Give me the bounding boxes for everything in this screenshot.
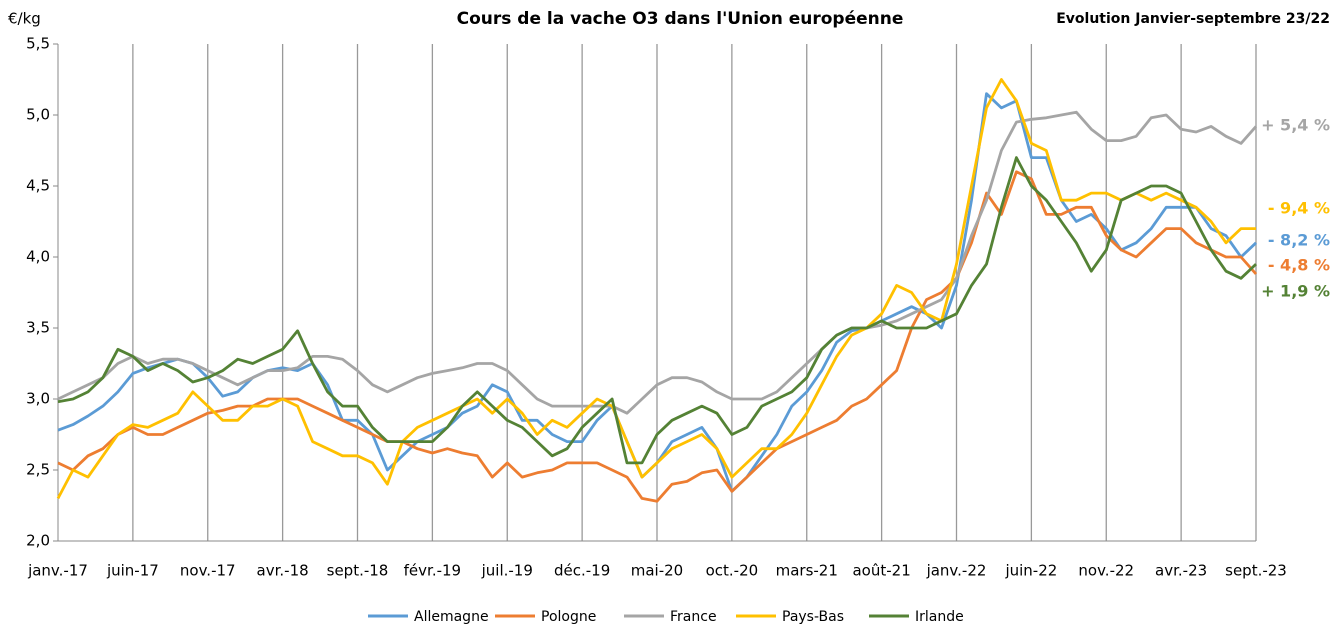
x-tick-label: mai-20 xyxy=(631,562,683,580)
legend-label: Irlande xyxy=(915,609,964,625)
x-tick-label: juil.-19 xyxy=(481,562,533,580)
y-tick-label: 4,0 xyxy=(26,248,50,266)
annotation: + 5,4 % xyxy=(1261,116,1330,135)
y-tick-label: 4,5 xyxy=(26,177,50,195)
series-line xyxy=(57,110,1258,415)
x-tick-label: déc.-19 xyxy=(554,562,610,580)
series-line xyxy=(57,156,1257,465)
x-tick-label: avr.-23 xyxy=(1155,562,1207,580)
y-tick-label: 2,5 xyxy=(26,461,50,479)
y-tick-label: 3,0 xyxy=(26,390,50,408)
annotation: - 8,2 % xyxy=(1268,231,1330,250)
legend-label: Allemagne xyxy=(414,609,489,625)
legend-label: Pologne xyxy=(541,609,596,625)
x-tick-label: juin-22 xyxy=(1004,562,1057,580)
x-tick-label: janv.-17 xyxy=(27,562,88,580)
series-line xyxy=(56,78,1256,500)
chart-subtitle: Evolution Janvier-septembre 23/22 xyxy=(1056,11,1330,27)
legend-label: France xyxy=(670,609,717,625)
x-tick-label: févr.-19 xyxy=(404,562,461,580)
x-tick-label: oct.-20 xyxy=(706,562,759,580)
annotation: - 9,4 % xyxy=(1268,199,1330,218)
annotation: - 4,8 % xyxy=(1268,256,1330,275)
x-tick-label: sept.-18 xyxy=(327,562,389,580)
y-axis-label: €/kg xyxy=(8,10,41,28)
x-tick-label: avr.-18 xyxy=(257,562,309,580)
annotation: + 1,9 % xyxy=(1261,282,1330,301)
x-tick-label: juin-17 xyxy=(106,562,159,580)
y-tick-label: 3,5 xyxy=(26,319,50,337)
x-tick-label: nov.-22 xyxy=(1078,562,1134,580)
x-tick-label: mars-21 xyxy=(776,562,838,580)
x-tick-label: nov.-17 xyxy=(180,562,236,580)
y-tick-label: 5,0 xyxy=(26,106,50,124)
x-tick-label: sept.-23 xyxy=(1225,562,1287,580)
legend-label: Pays-Bas xyxy=(782,609,844,625)
y-tick-label: 2,0 xyxy=(26,532,50,550)
chart-title: Cours de la vache O3 dans l'Union europé… xyxy=(457,9,904,29)
x-tick-label: août-21 xyxy=(852,562,910,580)
x-tick-label: janv.-22 xyxy=(926,562,987,580)
y-tick-label: 5,5 xyxy=(26,35,50,53)
